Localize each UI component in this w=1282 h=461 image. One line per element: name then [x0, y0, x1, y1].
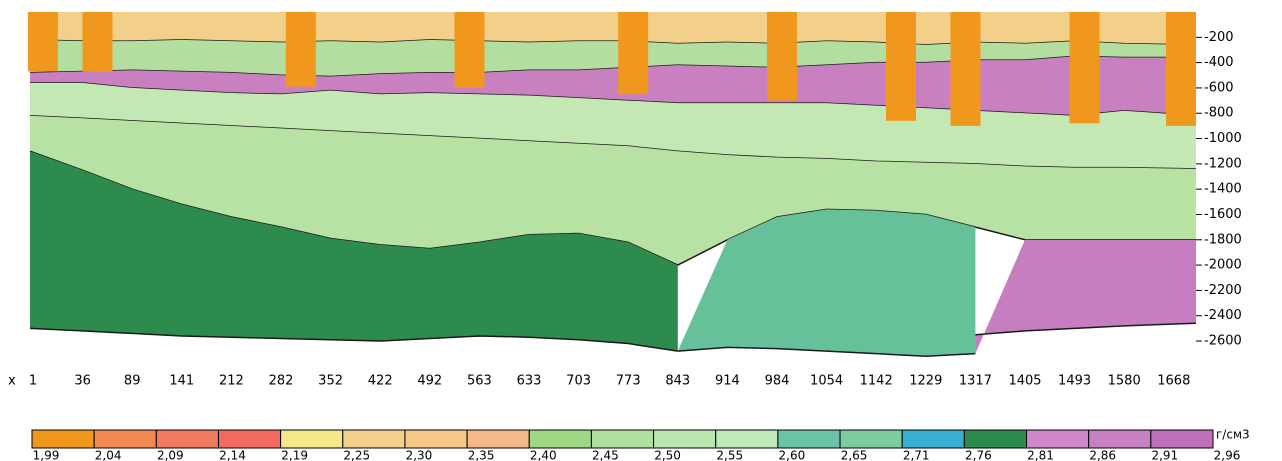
scale-cell: [901, 429, 965, 449]
scale-cell: [280, 429, 344, 449]
x-tick-label: 1493: [1058, 374, 1091, 389]
scale-cell: [31, 429, 95, 449]
scale-tick-label: 2,65: [841, 449, 868, 461]
scale-cell: [653, 429, 717, 449]
scale-cell: [777, 429, 841, 449]
well: [766, 12, 797, 101]
scale-cell: [466, 429, 530, 449]
scale-tick-label: 2,60: [779, 449, 806, 461]
layer-boundary: [29, 115, 1197, 170]
well: [285, 12, 316, 87]
x-tick-label: 1: [29, 374, 37, 389]
y-tick-label: -2600: [1204, 334, 1242, 349]
scale-tick-label: 2,81: [1027, 449, 1054, 461]
layer-boundary: [975, 322, 1197, 336]
x-tick-label: 773: [616, 374, 641, 389]
well: [1166, 12, 1196, 126]
scale-tick-label: 2,04: [95, 449, 122, 461]
x-tick-label: 914: [715, 374, 740, 389]
scale-cell: [404, 429, 468, 449]
scale-tick-label: 1,99: [33, 449, 60, 461]
scale-tick-label: 2,76: [965, 449, 992, 461]
x-tick-label: 89: [124, 374, 141, 389]
x-tick-label: 352: [318, 374, 343, 389]
x-axis-label: x: [8, 374, 16, 389]
scale-tick-label: 2,14: [219, 449, 246, 461]
layer: [30, 82, 1196, 169]
well: [454, 12, 485, 88]
y-tick-label: -800: [1204, 106, 1234, 121]
well: [950, 12, 981, 126]
x-tick-label: 984: [765, 374, 790, 389]
x-tick-label: 1229: [909, 374, 942, 389]
scale-tick-label: 2,45: [592, 449, 619, 461]
scale-cell: [1026, 429, 1090, 449]
y-tick-label: -2400: [1204, 308, 1242, 323]
x-tick-label: 843: [665, 374, 690, 389]
scale-cell: [342, 429, 406, 449]
scale-cell: [839, 429, 903, 449]
scale-tick-label: 2,86: [1089, 449, 1116, 461]
x-tick-label: 633: [517, 374, 542, 389]
x-tick-label: 141: [169, 374, 194, 389]
scale-cell: [715, 429, 779, 449]
well: [82, 12, 113, 72]
scale-cell: [1088, 429, 1152, 449]
scale-unit: г/см3: [1216, 428, 1250, 442]
x-tick-label: 422: [368, 374, 393, 389]
y-tick-label: -400: [1204, 55, 1234, 70]
y-tick-label: -600: [1204, 80, 1234, 95]
layer-boundary: [677, 346, 976, 357]
x-tick-label: 212: [219, 374, 244, 389]
x-tick-label: 703: [566, 374, 591, 389]
scale-cell: [528, 429, 592, 449]
x-tick-label: 1054: [810, 374, 843, 389]
x-tick-label: 1142: [860, 374, 893, 389]
scale-cell: [93, 429, 157, 449]
scale-tick-label: 2,25: [343, 449, 370, 461]
layer: [30, 151, 678, 352]
scale-tick-label: 2,55: [716, 449, 743, 461]
well: [618, 12, 649, 95]
x-tick-label: 492: [417, 374, 442, 389]
x-tick-label: 1668: [1157, 374, 1190, 389]
y-tick-label: -1600: [1204, 207, 1242, 222]
y-tick-label: -1400: [1204, 182, 1242, 197]
x-tick-label: 1317: [959, 374, 992, 389]
scale-tick-label: 2,71: [903, 449, 930, 461]
layer: [30, 115, 1196, 266]
y-tick-label: -2200: [1204, 283, 1242, 298]
scale-tick-label: 2,96: [1214, 449, 1241, 461]
scale-tick-label: 2,91: [1151, 449, 1178, 461]
scale-cell: [155, 429, 219, 449]
x-tick-label: 1580: [1108, 374, 1141, 389]
well: [886, 12, 916, 121]
x-tick-label: 563: [467, 374, 492, 389]
x-tick-label: 1405: [1008, 374, 1041, 389]
y-tick-label: -1800: [1204, 232, 1242, 247]
scale-tick-label: 2,19: [281, 449, 308, 461]
scale-cell: [217, 429, 282, 449]
x-tick-label: 36: [74, 374, 91, 389]
scale-tick-label: 2,50: [654, 449, 681, 461]
scale-cell: [1150, 429, 1214, 449]
layer: [975, 239, 1196, 354]
well: [27, 12, 58, 72]
y-tick-label: -1200: [1204, 156, 1242, 171]
layer-boundary: [29, 327, 678, 352]
y-tick-label: -2000: [1204, 258, 1242, 273]
layer: [677, 209, 976, 357]
scale-tick-label: 2,35: [468, 449, 495, 461]
scale-tick-label: 2,30: [406, 449, 433, 461]
well: [1069, 12, 1100, 124]
x-tick-label: 282: [269, 374, 294, 389]
scale-cell: [963, 429, 1028, 449]
scale-cell: [590, 429, 655, 449]
y-tick-label: -200: [1204, 30, 1234, 45]
scale-tick-label: 2,09: [157, 449, 184, 461]
scale-tick-label: 2,40: [530, 449, 557, 461]
y-tick-label: -1000: [1204, 131, 1242, 146]
